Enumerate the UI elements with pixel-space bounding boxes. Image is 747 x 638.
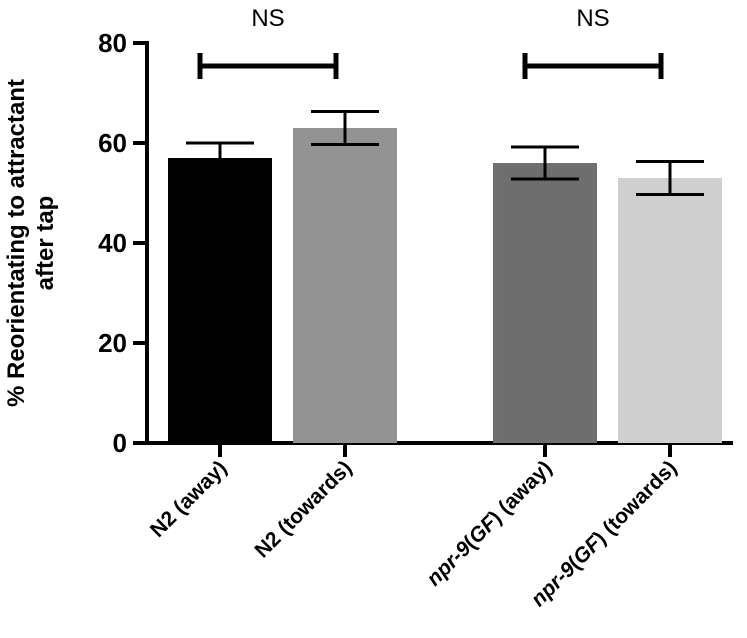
x-category-label-part: ) (towards) — [589, 456, 681, 548]
y-tick-label: 40 — [98, 228, 127, 258]
y-axis-title-line-2: after tap — [32, 196, 59, 291]
significance-label: NS — [251, 5, 284, 32]
y-tick-label: 60 — [98, 128, 127, 158]
x-category-label: N2 (away) — [146, 456, 232, 542]
y-tick-label: 20 — [98, 328, 127, 358]
x-category-label: npr-9(GF) (away) — [422, 456, 556, 590]
bar-face — [298, 133, 392, 443]
x-category-label: npr-9(GF) (towards) — [527, 456, 682, 611]
x-category-label-part: N2 (towards) — [250, 456, 356, 562]
significance-label: NS — [576, 5, 609, 32]
x-category-label: N2 (towards) — [250, 456, 356, 562]
x-category-label-part: ) (away) — [485, 456, 557, 528]
bar — [168, 158, 272, 443]
bar-face — [498, 168, 592, 443]
x-category-label-part: N2 (away) — [146, 456, 232, 542]
y-axis-title-line-1: % Reorientating to attractant — [3, 79, 30, 407]
bar-face — [623, 183, 717, 443]
y-axis-title: % Reorientating to attractant after tap — [3, 79, 59, 407]
y-tick-label: 0 — [113, 428, 127, 458]
y-tick-label: 80 — [98, 28, 127, 58]
